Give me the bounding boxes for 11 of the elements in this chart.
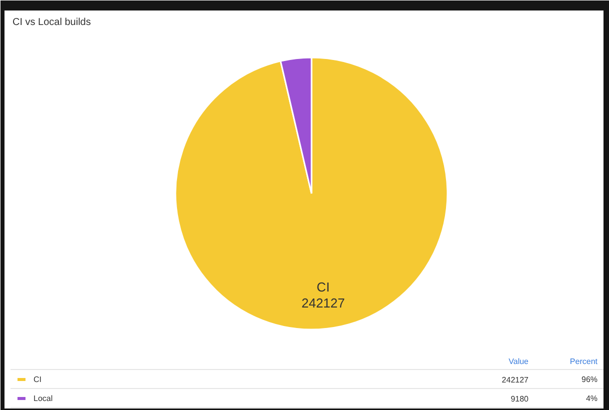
legend-label: Local bbox=[34, 394, 53, 403]
text: Percent bbox=[570, 357, 598, 366]
chart-title: CI vs Local builds bbox=[12, 17, 91, 28]
legend-label: CI bbox=[34, 375, 42, 384]
slice-label: CI bbox=[316, 279, 330, 294]
data-label: 242127 bbox=[301, 295, 345, 310]
text: 9180 bbox=[510, 394, 528, 404]
text: Value bbox=[508, 357, 530, 366]
text: 242127 bbox=[502, 376, 529, 384]
text: 96% bbox=[581, 375, 598, 384]
text: 4% bbox=[586, 394, 598, 403]
